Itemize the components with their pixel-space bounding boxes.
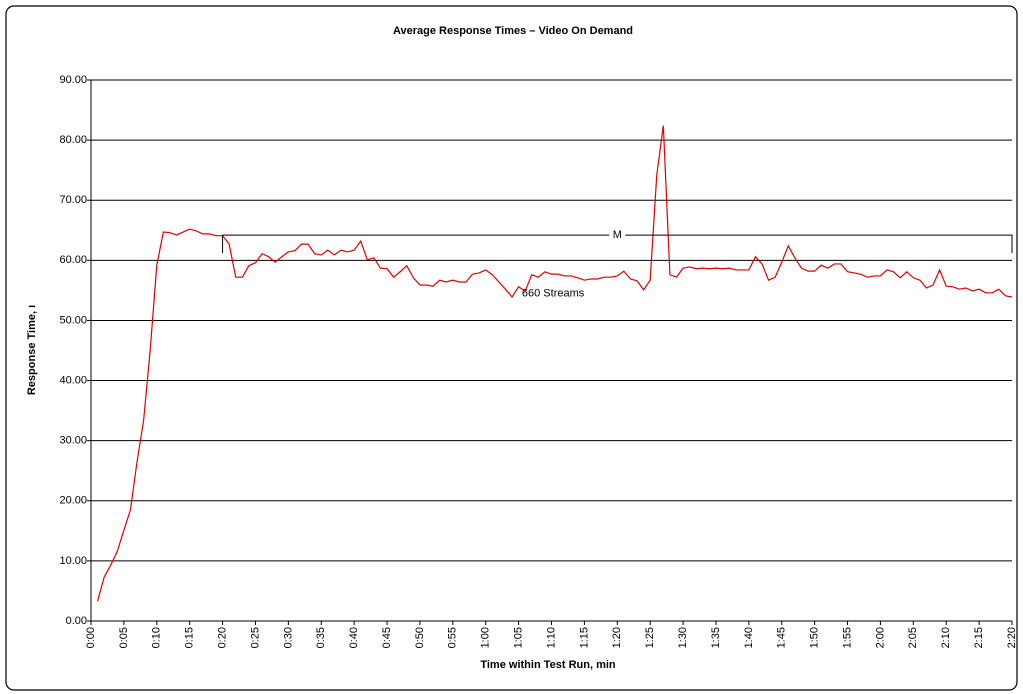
x-tick-label: 0:45 [381,627,393,648]
y-tick-label: 40.00 [59,374,87,386]
x-tick-label: 1:40 [743,627,755,648]
x-tick-label: 0:55 [447,627,459,648]
y-tick-label: 20.00 [59,495,87,507]
y-tick-label: 10.00 [59,555,87,567]
x-tick-label: 2:15 [973,627,985,648]
annotation-label-bg [609,228,626,243]
x-tick-label: 0:30 [282,627,294,648]
x-tick-label: 1:05 [513,627,525,648]
chart-frame [5,5,1018,691]
annotation-label: 660 Streams [522,287,585,299]
x-tick-label: 0:05 [118,627,130,648]
x-axis-label: Time within Test Run, min [480,659,616,671]
x-tick-label: 1:50 [809,627,821,648]
x-tick-label: 2:00 [874,627,886,648]
x-tick-label: 1:55 [841,627,853,648]
chart-title: Average Response Times – Video On Demand [393,25,633,37]
y-tick-label: 50.00 [59,314,87,326]
x-tick-label: 2:05 [907,627,919,648]
y-tick-label: 0.00 [66,615,87,627]
y-tick-label: 80.00 [59,134,87,146]
y-tick-label: 90.00 [59,74,87,86]
y-tick-label: 30.00 [59,435,87,447]
x-tick-label: 1:15 [578,627,590,648]
x-tick-label: 0:50 [414,627,426,648]
y-tick-label: 70.00 [59,194,87,206]
x-tick-label: 1:20 [611,627,623,648]
x-tick-label: 1:25 [644,627,656,648]
x-tick-label: 1:45 [776,627,788,648]
x-tick-label: 2:10 [940,627,952,648]
y-axis-label: Response Time, ı [26,305,38,395]
x-tick-label: 0:20 [216,627,228,648]
x-tick-label: 0:25 [249,627,261,648]
x-tick-label: 0:00 [85,627,97,648]
x-tick-label: 1:30 [677,627,689,648]
x-tick-label: 0:35 [315,627,327,648]
x-tick-label: 0:40 [348,627,360,648]
x-tick-label: 0:15 [184,627,196,648]
x-tick-label: 1:35 [710,627,722,648]
annotation-label: M [613,229,622,241]
x-tick-label: 1:10 [545,627,557,648]
x-tick-label: 1:00 [480,627,492,648]
x-tick-label: 0:10 [151,627,163,648]
y-tick-label: 60.00 [59,254,87,266]
x-tick-label: 2:20 [1006,627,1018,648]
data-line [96,125,1013,602]
